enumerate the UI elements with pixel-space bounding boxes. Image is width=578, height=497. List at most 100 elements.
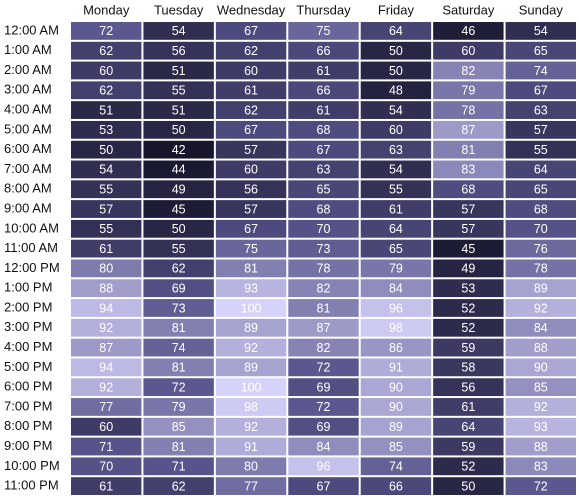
row-header: 7:00 AM — [4, 161, 52, 176]
heat-cell — [288, 219, 359, 238]
heat-cell — [143, 41, 214, 60]
heat-cell — [71, 378, 142, 397]
row-header: 3:00 AM — [4, 82, 52, 97]
heat-cell — [433, 22, 504, 40]
cell-value: 58 — [461, 361, 475, 375]
cell-value: 68 — [317, 202, 331, 216]
row-header: 1:00 AM — [4, 42, 52, 57]
cell-value: 91 — [244, 440, 258, 454]
heat-cell — [433, 279, 504, 298]
heat-cell — [505, 140, 576, 159]
cell-value: 61 — [317, 103, 331, 117]
cell-value: 67 — [317, 143, 331, 157]
cell-value: 57 — [534, 123, 548, 137]
heat-cell — [71, 101, 142, 119]
heat-cell — [433, 398, 504, 416]
heat-cell — [143, 457, 214, 476]
cell-value: 62 — [172, 479, 186, 493]
heat-cell — [433, 239, 504, 258]
heat-cell — [360, 61, 432, 80]
cell-value: 79 — [461, 84, 475, 98]
heat-cell — [143, 437, 214, 456]
heat-cell — [215, 378, 287, 397]
heat-cell — [215, 398, 287, 416]
heat-cell — [505, 160, 576, 179]
heat-cell — [288, 338, 359, 357]
heat-cell — [215, 219, 287, 238]
cell-value: 83 — [534, 460, 548, 474]
heat-cell — [505, 318, 576, 337]
heat-cell — [288, 140, 359, 159]
cell-value: 72 — [534, 479, 548, 493]
heat-cell — [360, 41, 432, 60]
heat-cell — [71, 81, 142, 100]
cell-value: 66 — [317, 84, 331, 98]
heat-cell — [360, 417, 432, 436]
heat-cell — [71, 299, 142, 317]
heat-cell — [505, 477, 576, 495]
row-header: 1:00 PM — [4, 280, 52, 295]
heat-cell — [143, 120, 214, 139]
cell-value: 52 — [461, 301, 475, 315]
cell-value: 84 — [389, 281, 403, 295]
cell-value: 70 — [99, 460, 113, 474]
cell-value: 52 — [461, 460, 475, 474]
cell-value: 64 — [534, 163, 548, 177]
cell-value: 71 — [99, 440, 113, 454]
cell-value: 55 — [172, 242, 186, 256]
heat-cell — [71, 338, 142, 357]
cell-value: 93 — [244, 281, 258, 295]
column-header: Friday — [378, 2, 415, 17]
heat-cell — [71, 160, 142, 179]
heat-cell — [71, 41, 142, 60]
heat-cell — [288, 318, 359, 337]
heat-cell — [71, 457, 142, 476]
cell-value: 62 — [99, 84, 113, 98]
column-header: Wednesday — [217, 2, 286, 17]
cell-value: 75 — [317, 24, 331, 38]
heat-cell — [143, 200, 214, 218]
cell-value: 78 — [317, 262, 331, 276]
heat-cell — [505, 279, 576, 298]
heat-cell — [288, 81, 359, 100]
heat-cell — [433, 61, 504, 80]
cell-value: 54 — [99, 163, 113, 177]
cell-value: 85 — [172, 420, 186, 434]
cell-value: 72 — [317, 361, 331, 375]
row-header: 4:00 AM — [4, 102, 52, 117]
heat-cell — [505, 180, 576, 199]
row-header: 9:00 PM — [4, 438, 52, 453]
cell-value: 51 — [172, 64, 186, 78]
cell-value: 61 — [389, 202, 403, 216]
heat-cell — [360, 120, 432, 139]
cell-value: 50 — [99, 143, 113, 157]
heat-cell — [505, 398, 576, 416]
heat-cell — [143, 417, 214, 436]
heat-cell — [71, 219, 142, 238]
cell-value: 69 — [317, 420, 331, 434]
cell-value: 67 — [317, 479, 331, 493]
cell-value: 60 — [461, 44, 475, 58]
cell-value: 70 — [534, 222, 548, 236]
heat-cell — [143, 358, 214, 377]
heat-cell — [143, 101, 214, 119]
cell-value: 49 — [172, 183, 186, 197]
row-header: 12:00 AM — [4, 22, 59, 37]
heat-cell — [433, 477, 504, 495]
heat-cell — [215, 140, 287, 159]
heat-cell — [505, 101, 576, 119]
cell-value: 88 — [534, 440, 548, 454]
row-header: 2:00 PM — [4, 299, 52, 314]
heat-cell — [505, 120, 576, 139]
heat-cell — [360, 22, 432, 40]
heat-cell — [288, 180, 359, 199]
heat-cell — [360, 140, 432, 159]
cell-value: 63 — [534, 103, 548, 117]
cell-value: 92 — [534, 301, 548, 315]
heat-cell — [215, 259, 287, 278]
heat-cell — [143, 61, 214, 80]
row-header: 11:00 PM — [4, 478, 59, 493]
heat-cell — [360, 318, 432, 337]
cell-value: 84 — [317, 440, 331, 454]
cell-value: 78 — [534, 262, 548, 276]
